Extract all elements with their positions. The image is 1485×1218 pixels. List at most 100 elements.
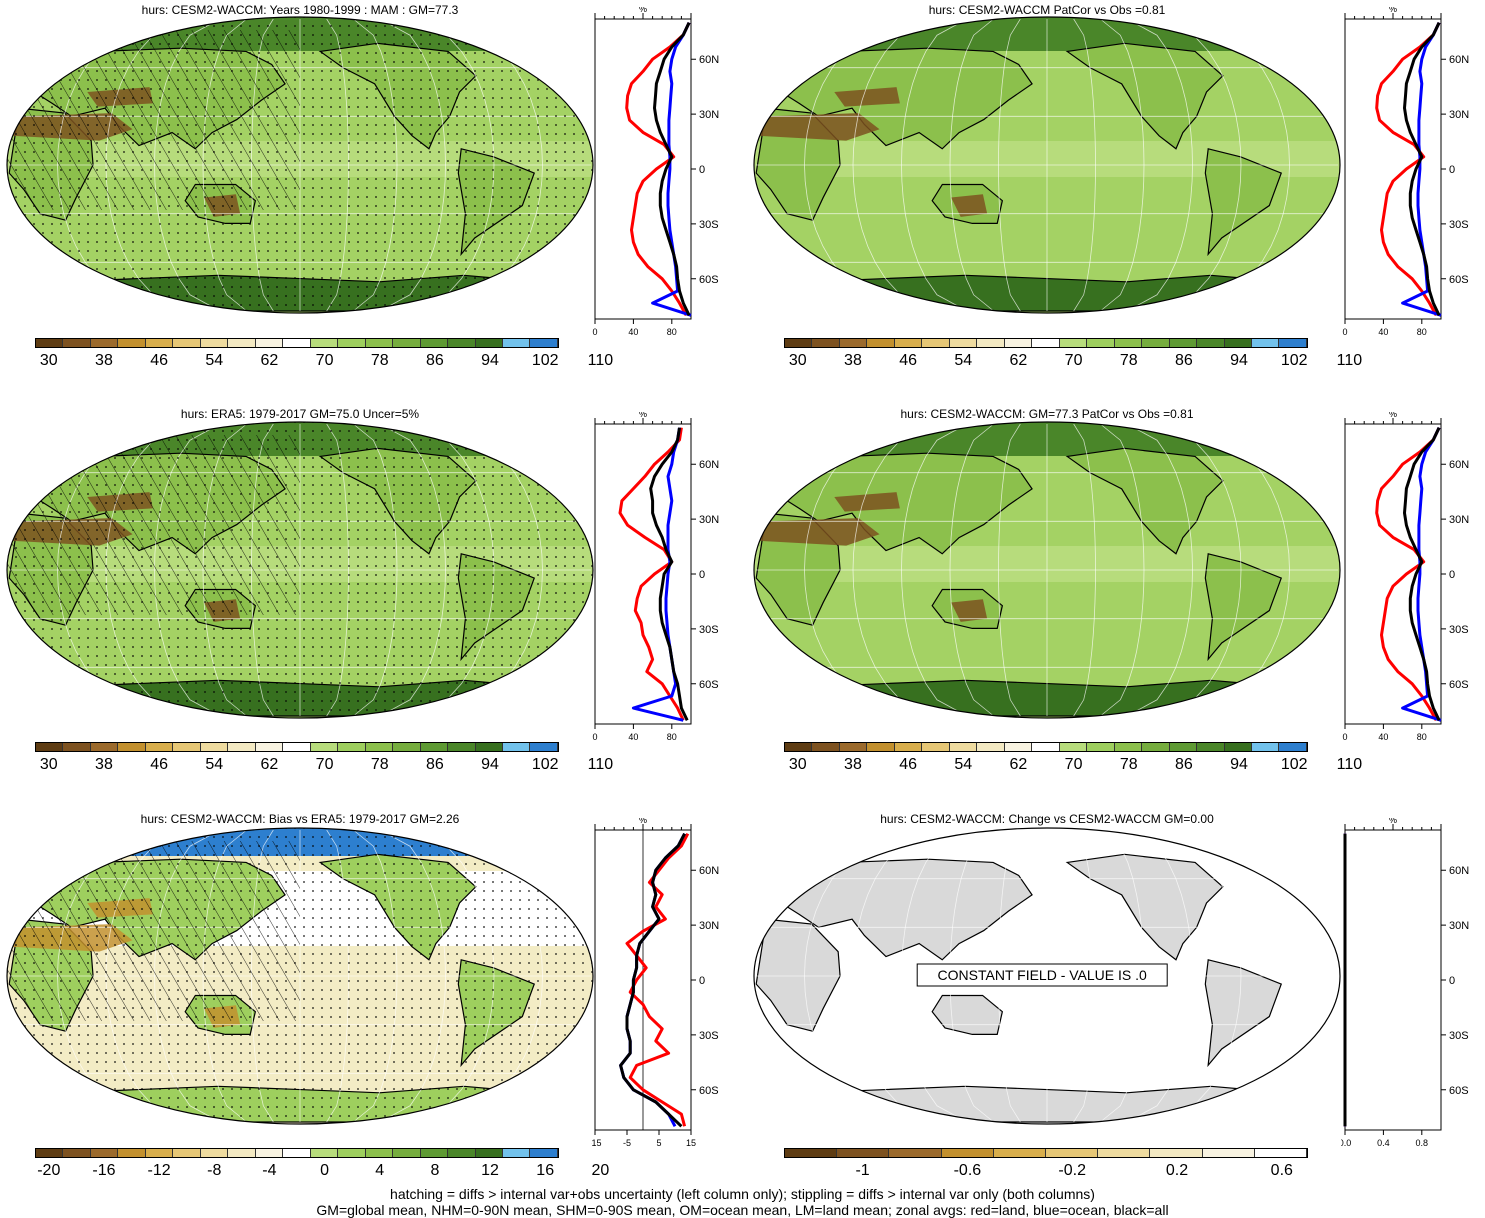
colorbar-label: 110 [587, 756, 614, 773]
colorbar-swatch [200, 1149, 229, 1157]
colorbar-swatch [228, 339, 256, 347]
map-border [753, 16, 1341, 314]
colorbar-swatch [338, 339, 366, 347]
zonal-y-label: 0 [699, 975, 705, 987]
zonal-y-label: 60S [699, 679, 719, 691]
colorbar-swatch [283, 743, 311, 751]
graticule-lon [1180, 829, 1290, 1123]
colorbar-label: 20 [591, 1162, 610, 1179]
zonal-x-label: 40 [628, 327, 638, 337]
zonal-plot-change: % 60N 30N 0 30S 60S 0.0 0.4 0.8 [1341, 818, 1469, 1148]
map-model2 [753, 421, 1341, 719]
colorbar-label: 38 [95, 352, 113, 369]
colorbar-label: 8 [430, 1162, 440, 1179]
graticule-lon [1153, 829, 1242, 1123]
zonal-y-label: 0 [699, 569, 705, 581]
colorbar-swatch [894, 743, 923, 751]
colorbar-label: 30 [39, 352, 58, 369]
panel-title: hurs: ERA5: 1979-2017 GM=75.0 Uncer=5% [180, 407, 420, 421]
map-patcor [753, 16, 1341, 314]
colorbar-swatch [1032, 339, 1060, 347]
colorbar-swatch [1004, 339, 1033, 347]
zonal-x-label: 15 [686, 1138, 696, 1148]
graticule-lon [949, 18, 994, 312]
colorbar-label: 102 [1280, 352, 1308, 369]
colorbar-label: 78 [370, 756, 389, 773]
zonal-x-label: 0.8 [1416, 1138, 1429, 1148]
colorbar-label: -8 [207, 1162, 222, 1179]
colorbar-label: 94 [1230, 756, 1248, 773]
continent-africa [755, 918, 841, 1032]
continent-samerica [1204, 553, 1283, 662]
colorbar-change [784, 1148, 1308, 1158]
dry-region [758, 518, 880, 546]
colorbar-swatch [812, 339, 840, 347]
zonal-y-label: 30S [1449, 624, 1469, 636]
colorbar-swatch [90, 339, 119, 347]
colorbar-swatch [145, 339, 174, 347]
zonal-x-label: 0 [1342, 732, 1347, 742]
colorbar-swatch [1032, 743, 1060, 751]
map-border [6, 16, 594, 314]
colorbar-swatch [173, 1149, 201, 1157]
zonal-frame [1344, 829, 1442, 1131]
colorbar-label: 54 [954, 352, 973, 369]
colorbar-label: 30 [788, 352, 807, 369]
graticule-lon [1073, 423, 1096, 717]
colorbar-label: 30 [788, 756, 807, 773]
zonal-title: % [1389, 412, 1397, 419]
colorbar-swatch [1224, 339, 1252, 347]
graticule-lon [852, 423, 941, 717]
zonal-series-all [649, 427, 689, 721]
colorbar-label: 70 [315, 756, 334, 773]
zonal-x-label: 40 [1378, 327, 1388, 337]
zonal-series-all [1403, 22, 1441, 316]
colorbar-swatch [338, 1149, 366, 1157]
colorbar-label: 102 [531, 352, 559, 369]
colorbar-swatch [894, 339, 923, 347]
zonal-y-label: 30S [1449, 1030, 1469, 1042]
colorbar-swatch [475, 339, 503, 347]
colorbar-swatch [993, 1149, 1047, 1157]
continent-samerica [1204, 959, 1283, 1068]
graticule-lon [1126, 423, 1193, 717]
colorbar-label: 12 [481, 1162, 499, 1179]
colorbar-label: 78 [1119, 352, 1138, 369]
zonal-y-label: 30N [1449, 514, 1469, 526]
constant-box [916, 963, 1168, 987]
zonal-y-label: 30S [699, 1030, 719, 1042]
colorbar-label: -16 [92, 1162, 116, 1179]
colorbar-swatch [393, 339, 421, 347]
zonal-x-label: -5 [623, 1138, 631, 1148]
colorbar-label: 62 [260, 756, 279, 773]
zonal-x-label: 0 [1342, 327, 1347, 337]
colorbar-swatch [173, 339, 201, 347]
colorbar-label: -12 [147, 1162, 171, 1179]
colorbar-swatch [867, 743, 895, 751]
colorbar-label: 54 [954, 756, 973, 773]
colorbar-label: 30 [39, 756, 58, 773]
zonal-y-label: 30N [1449, 920, 1469, 932]
zonal-series-land [625, 833, 690, 1127]
colorbar-swatch [839, 339, 868, 347]
zonal-x-label: 0.0 [1341, 1138, 1351, 1148]
colorbar-swatch [812, 743, 840, 751]
colorbar-swatch [1059, 339, 1088, 347]
panel-title: hurs: CESM2-WACCM: Bias vs ERA5: 1979-20… [140, 812, 460, 826]
colorbar-swatch [393, 1149, 421, 1157]
zonal-title: % [639, 412, 647, 419]
zonal-y-label: 0 [1449, 164, 1455, 176]
graticule-lon [901, 423, 968, 717]
colorbar-swatch [90, 1149, 119, 1157]
zonal-series-all [619, 833, 686, 1128]
colorbar-swatch [1059, 743, 1088, 751]
graticule-lon [998, 423, 1021, 717]
zonal-x-label: 0.4 [1377, 1138, 1390, 1148]
colorbar-label: 102 [1280, 756, 1308, 773]
zonal-plot-era5: % 60N 30N 0 30S 60S 0 40 80 [592, 412, 719, 742]
colorbar-model [35, 338, 559, 348]
colorbar-swatch [1142, 743, 1170, 751]
colorbar-swatch [118, 1149, 146, 1157]
colorbar-swatch [255, 1149, 284, 1157]
colorbar-patcor [784, 338, 1308, 348]
